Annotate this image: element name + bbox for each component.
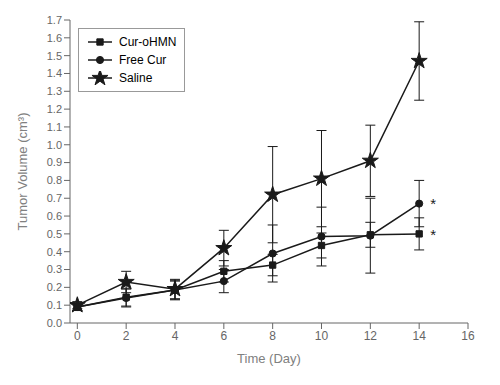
svg-text:1.0: 1.0 — [47, 139, 62, 151]
svg-text:0.3: 0.3 — [47, 263, 62, 275]
svg-text:0.7: 0.7 — [47, 192, 62, 204]
svg-text:0.0: 0.0 — [47, 317, 62, 329]
svg-text:10: 10 — [315, 329, 329, 343]
svg-text:16: 16 — [461, 329, 475, 343]
svg-text:0.2: 0.2 — [47, 281, 62, 293]
svg-text:1.3: 1.3 — [47, 85, 62, 97]
html-text:Cur-oHMN: Cur-oHMN — [119, 35, 177, 49]
svg-text:1.7: 1.7 — [47, 14, 62, 26]
svg-text:0: 0 — [74, 329, 81, 343]
svg-text:0.1: 0.1 — [47, 299, 62, 311]
svg-text:14: 14 — [412, 329, 426, 343]
svg-text:1.5: 1.5 — [47, 50, 62, 62]
svg-text:2: 2 — [123, 329, 130, 343]
svg-text:0.8: 0.8 — [47, 174, 62, 186]
svg-text:1.4: 1.4 — [47, 67, 62, 79]
svg-text:*: * — [430, 195, 436, 212]
svg-text:0.5: 0.5 — [47, 228, 62, 240]
html-text:Free Cur: Free Cur — [119, 53, 167, 67]
svg-text:0.9: 0.9 — [47, 156, 62, 168]
svg-text:Tumor Volume (cm³): Tumor Volume (cm³) — [15, 113, 30, 231]
svg-text:1.1: 1.1 — [47, 121, 62, 133]
svg-text:6: 6 — [220, 329, 227, 343]
svg-text:4: 4 — [172, 329, 179, 343]
svg-text:*: * — [430, 226, 436, 243]
html-text:Saline: Saline — [119, 71, 153, 85]
svg-text:1.6: 1.6 — [47, 32, 62, 44]
svg-text:0.6: 0.6 — [47, 210, 62, 222]
svg-text:1.2: 1.2 — [47, 103, 62, 115]
svg-text:12: 12 — [364, 329, 378, 343]
svg-text:Time (Day): Time (Day) — [237, 351, 301, 366]
svg-text:0.4: 0.4 — [47, 246, 62, 258]
svg-text:8: 8 — [269, 329, 276, 343]
